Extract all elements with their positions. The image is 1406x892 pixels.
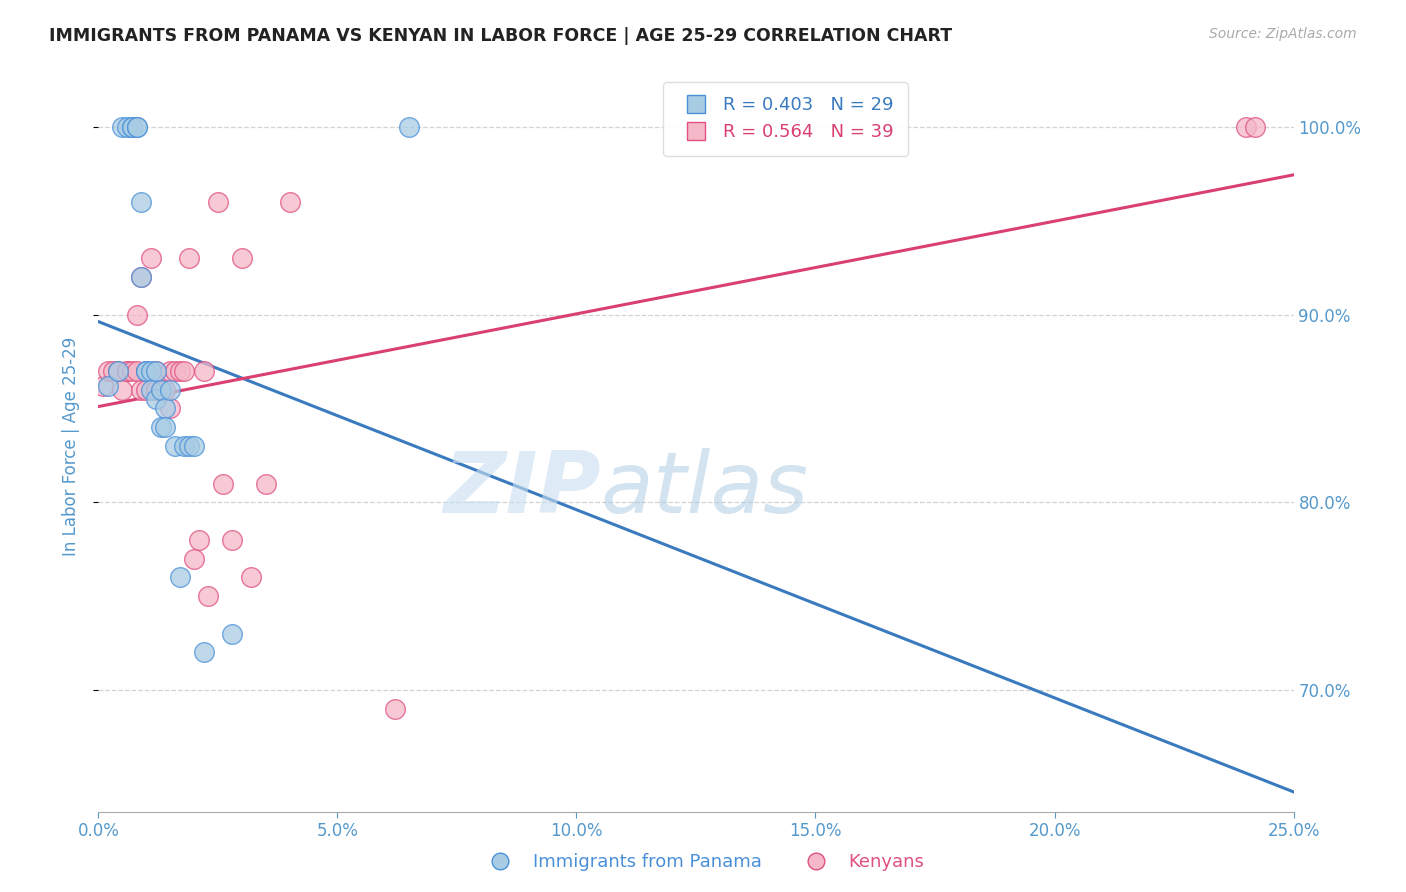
Point (1234, 120, 1257, 135)
Point (145, 383, 167, 397)
Legend: Immigrants from Panama, Kenyans: Immigrants from Panama, Kenyans (475, 847, 931, 879)
Point (240, 570, 263, 584)
Point (139, 364, 162, 378)
Text: ZIP: ZIP (443, 449, 600, 532)
Point (115, 364, 138, 378)
Point (231, 252, 253, 266)
Point (155, 383, 177, 397)
Point (121, 364, 143, 378)
Point (155, 401, 177, 416)
Point (121, 120, 143, 135)
Point (91, 379, 114, 393)
Point (384, 701, 406, 715)
Point (155, 420, 177, 434)
Text: Source: ZipAtlas.com: Source: ZipAtlas.com (1209, 27, 1357, 41)
Point (173, 364, 195, 378)
Point (131, 270, 153, 285)
Point (211, 476, 233, 491)
Point (145, 392, 167, 406)
Point (139, 252, 162, 266)
Point (163, 439, 186, 453)
Point (221, 533, 243, 547)
Point (145, 364, 167, 378)
Point (254, 476, 277, 491)
Point (121, 120, 143, 135)
Point (107, 364, 129, 378)
Point (97, 364, 120, 378)
Point (107, 364, 129, 378)
Point (135, 383, 157, 397)
Point (131, 270, 153, 285)
Point (398, 120, 420, 135)
Point (159, 401, 181, 416)
Point (159, 383, 181, 397)
Point (173, 439, 195, 453)
Point (179, 252, 201, 266)
Point (131, 383, 153, 397)
Point (221, 626, 243, 640)
Point (159, 364, 181, 378)
Point (187, 533, 209, 547)
Point (169, 364, 191, 378)
Point (115, 364, 138, 378)
Point (163, 364, 186, 378)
Point (139, 383, 162, 397)
Point (278, 195, 301, 210)
Point (125, 308, 148, 322)
Point (207, 195, 229, 210)
Point (183, 551, 205, 566)
Point (145, 364, 167, 378)
Point (149, 383, 172, 397)
Point (1244, 120, 1267, 135)
Point (111, 120, 134, 135)
Text: atlas: atlas (600, 449, 808, 532)
Point (193, 364, 215, 378)
Point (135, 364, 157, 378)
Point (179, 439, 201, 453)
Point (135, 364, 157, 378)
Legend: R = 0.403   N = 29, R = 0.564   N = 39: R = 0.403 N = 29, R = 0.564 N = 39 (664, 82, 908, 156)
Point (193, 645, 215, 659)
Point (125, 120, 148, 135)
Point (149, 420, 172, 434)
Point (97, 379, 120, 393)
Point (111, 383, 134, 397)
Point (125, 120, 148, 135)
Point (131, 195, 153, 210)
Point (101, 364, 124, 378)
Point (149, 383, 172, 397)
Point (135, 364, 157, 378)
Y-axis label: In Labor Force | Age 25-29: In Labor Force | Age 25-29 (62, 336, 80, 556)
Text: IMMIGRANTS FROM PANAMA VS KENYAN IN LABOR FORCE | AGE 25-29 CORRELATION CHART: IMMIGRANTS FROM PANAMA VS KENYAN IN LABO… (49, 27, 952, 45)
Point (183, 439, 205, 453)
Point (197, 589, 219, 603)
Point (125, 364, 148, 378)
Point (169, 570, 191, 584)
Point (115, 120, 138, 135)
